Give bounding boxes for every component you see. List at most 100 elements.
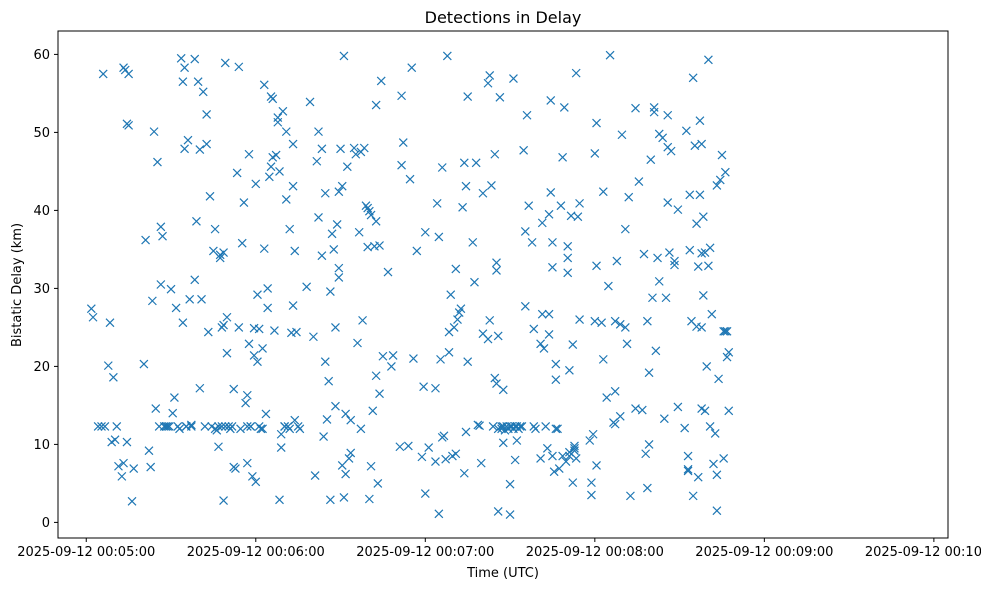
data-point (437, 163, 447, 172)
data-point (620, 322, 630, 332)
data-point (434, 509, 444, 519)
data-point (337, 181, 347, 191)
data-point (398, 138, 408, 147)
data-point (685, 190, 695, 200)
data-point (475, 421, 484, 431)
data-point (436, 354, 445, 364)
data-point (314, 127, 323, 137)
data-point (310, 471, 320, 481)
data-point (536, 454, 546, 463)
data-point (146, 462, 156, 472)
data-point (178, 318, 188, 328)
data-point (453, 315, 462, 325)
data-point (319, 432, 329, 442)
data-point (364, 494, 374, 504)
data-point (346, 448, 356, 458)
data-point (193, 77, 203, 87)
data-point (273, 117, 283, 127)
data-points (86, 50, 734, 520)
data-point (190, 54, 200, 64)
data-point (202, 110, 212, 119)
data-point (222, 312, 232, 322)
data-point (276, 429, 286, 439)
data-point (151, 404, 161, 413)
data-point (544, 329, 554, 339)
data-point (395, 442, 405, 452)
data-point (703, 261, 713, 271)
data-point (320, 357, 330, 367)
data-point (610, 386, 620, 396)
data-point (169, 393, 179, 403)
y-tick-label: 60 (33, 48, 50, 63)
data-point (717, 150, 727, 160)
data-point (234, 62, 244, 72)
data-point (127, 496, 137, 506)
data-point (515, 422, 525, 431)
data-point (441, 454, 451, 464)
data-point (568, 478, 578, 488)
data-point (290, 246, 300, 256)
data-point (180, 63, 190, 73)
data-point (620, 224, 630, 234)
data-point (190, 275, 200, 285)
data-point (520, 301, 530, 311)
data-point (397, 91, 406, 101)
data-point (509, 74, 518, 84)
data-point (163, 422, 173, 431)
data-point (451, 449, 461, 459)
data-point (505, 510, 515, 520)
data-point (124, 69, 134, 79)
data-point (175, 424, 184, 434)
data-point (688, 491, 698, 501)
data-point (351, 149, 361, 159)
data-point (434, 232, 444, 242)
data-point (288, 139, 298, 149)
data-point (141, 235, 151, 245)
data-point (705, 243, 715, 253)
data-point (268, 94, 278, 104)
data-point (305, 97, 315, 107)
data-point (697, 139, 707, 149)
data-point (371, 216, 381, 226)
data-point (266, 162, 276, 172)
data-point (536, 339, 546, 349)
data-point (693, 262, 703, 271)
data-point (108, 372, 118, 382)
data-point (683, 466, 693, 476)
data-point (637, 405, 647, 415)
data-point (124, 120, 134, 130)
data-point (220, 58, 230, 68)
data-point (332, 220, 342, 229)
data-point (639, 249, 649, 259)
data-point (383, 267, 393, 277)
data-point (263, 283, 273, 293)
data-point (610, 419, 620, 429)
data-point (524, 201, 534, 211)
data-point (573, 212, 583, 222)
data-point (598, 187, 608, 197)
data-point (403, 441, 413, 451)
data-point (176, 53, 186, 63)
data-point (588, 429, 598, 439)
data-point (285, 224, 295, 234)
data-point (587, 478, 596, 488)
data-point (541, 422, 551, 431)
data-point (712, 181, 722, 190)
data-point (537, 309, 547, 319)
data-point (615, 411, 625, 421)
data-point (719, 454, 729, 463)
data-point (195, 383, 205, 393)
data-point (459, 468, 469, 478)
data-point (649, 103, 659, 112)
data-point (339, 51, 349, 61)
data-point (205, 191, 215, 201)
data-point (590, 149, 600, 158)
data-point (219, 320, 228, 330)
data-point (236, 424, 245, 434)
data-point (186, 420, 196, 430)
data-point (292, 327, 301, 337)
data-point (258, 424, 267, 434)
data-point (551, 359, 561, 369)
data-point (554, 464, 564, 474)
data-point (153, 157, 162, 167)
